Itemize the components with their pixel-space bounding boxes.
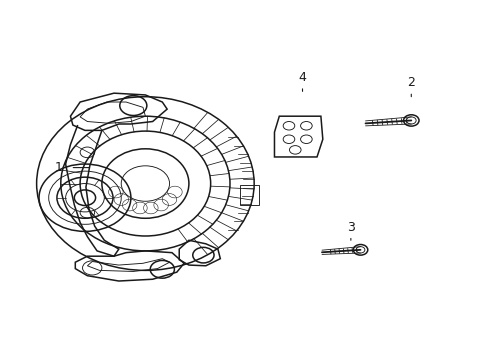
Text: 4: 4 — [298, 71, 306, 84]
Text: 1: 1 — [54, 161, 62, 174]
Text: 2: 2 — [407, 76, 414, 89]
Text: 3: 3 — [346, 221, 354, 234]
